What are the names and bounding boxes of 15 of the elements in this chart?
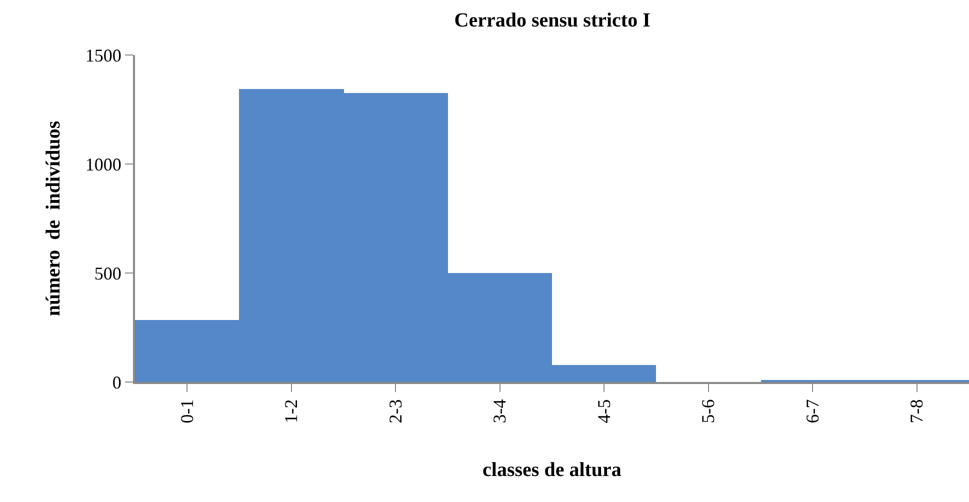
- y-tick-label: 1000: [85, 154, 122, 174]
- x-axis-title: classes de altura: [482, 459, 622, 482]
- x-tick-label: 2-3: [385, 399, 406, 424]
- y-tick-label: 500: [94, 263, 122, 284]
- x-tick-label: 5-6: [698, 399, 718, 424]
- y-axis-title: número de indivíduos: [42, 120, 64, 316]
- y-tick-label: 1500: [85, 45, 122, 66]
- y-tick-label: 0: [112, 372, 122, 392]
- x-tick-label: 0-1: [176, 399, 197, 424]
- x-tick-label: 3-4: [490, 399, 510, 424]
- x-tick-label: 4-5: [594, 399, 614, 424]
- x-tick-label: 1-2: [281, 399, 302, 424]
- chart-title: Cerrado sensu stricto I: [454, 10, 651, 32]
- x-tick-label: 6-7: [802, 399, 822, 424]
- x-tick-label: 7-8: [906, 399, 927, 424]
